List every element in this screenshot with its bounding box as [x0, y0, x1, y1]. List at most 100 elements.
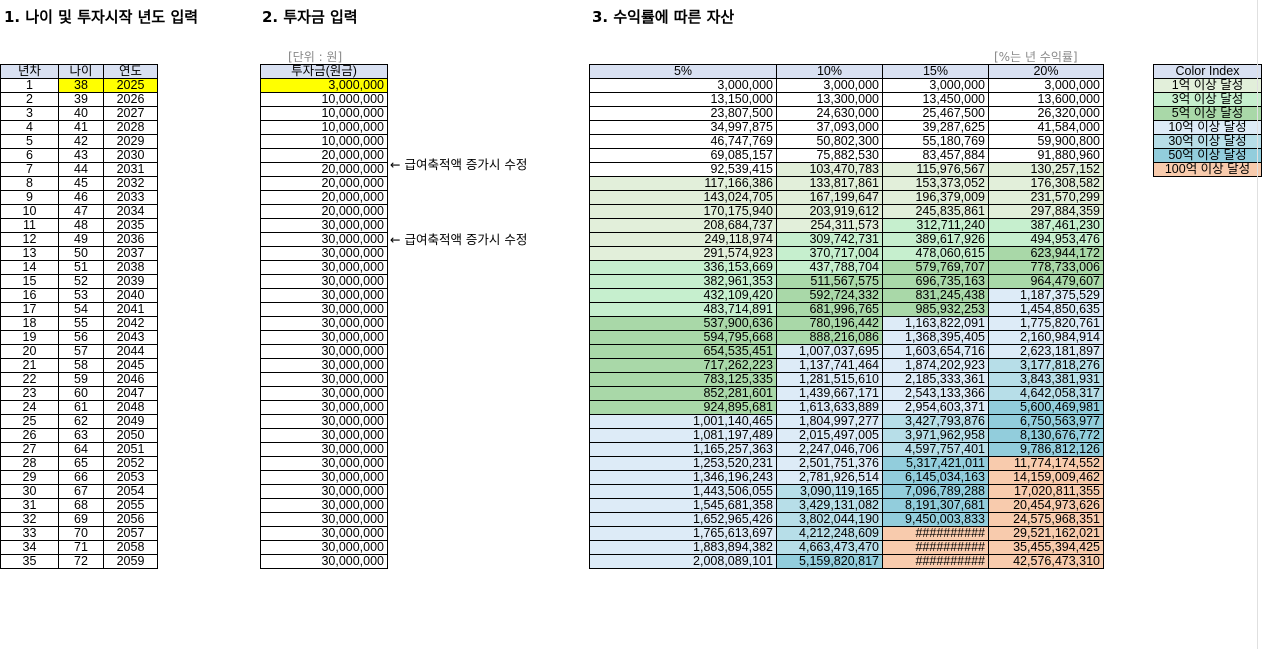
age-table-cell[interactable]: 56 [58, 330, 104, 345]
asset-cell[interactable]: 831,245,438 [882, 288, 989, 303]
age-table-cell[interactable]: 2038 [103, 260, 158, 275]
age-table-cell[interactable]: 40 [58, 106, 104, 121]
investment-cell[interactable]: 30,000,000 [260, 372, 388, 387]
investment-cell[interactable]: 10,000,000 [260, 134, 388, 149]
investment-cell[interactable]: 10,000,000 [260, 106, 388, 121]
asset-cell[interactable]: 2,781,926,514 [776, 470, 883, 485]
asset-cell[interactable]: 483,714,891 [589, 302, 777, 317]
age-table-cell[interactable]: 29 [0, 470, 59, 485]
age-table-cell[interactable]: 46 [58, 190, 104, 205]
age-table-cell[interactable]: 2043 [103, 330, 158, 345]
investment-cell[interactable]: 30,000,000 [260, 414, 388, 429]
investment-cell[interactable]: 30,000,000 [260, 428, 388, 443]
age-table-cell[interactable]: 50 [58, 246, 104, 261]
age-table-cell[interactable]: 2029 [103, 134, 158, 149]
age-table-cell[interactable]: 60 [58, 386, 104, 401]
age-table-cell[interactable]: 28 [0, 456, 59, 471]
investment-cell[interactable]: 30,000,000 [260, 386, 388, 401]
age-table-cell[interactable]: 2031 [103, 162, 158, 177]
asset-cell[interactable]: 437,788,704 [776, 260, 883, 275]
asset-cell[interactable]: 696,735,163 [882, 274, 989, 289]
investment-cell[interactable]: 30,000,000 [260, 330, 388, 345]
age-table-cell[interactable]: 35 [0, 554, 59, 569]
age-table-cell[interactable]: 55 [58, 316, 104, 331]
asset-cell[interactable]: 2,954,603,371 [882, 400, 989, 415]
investment-cell[interactable]: 20,000,000 [260, 176, 388, 191]
age-table-cell[interactable]: 2051 [103, 442, 158, 457]
asset-cell[interactable]: 1,545,681,358 [589, 498, 777, 513]
asset-cell[interactable]: 5,317,421,011 [882, 456, 989, 471]
age-table-cell[interactable]: 32 [0, 512, 59, 527]
age-table-cell[interactable]: 24 [0, 400, 59, 415]
age-table-cell[interactable]: 53 [58, 288, 104, 303]
age-table-cell[interactable]: 54 [58, 302, 104, 317]
age-table-cell[interactable]: 2027 [103, 106, 158, 121]
age-table-cell[interactable]: 17 [0, 302, 59, 317]
asset-cell[interactable]: 336,153,669 [589, 260, 777, 275]
asset-cell[interactable]: 176,308,582 [988, 176, 1104, 191]
age-table-cell[interactable]: 16 [0, 288, 59, 303]
asset-cell[interactable]: 170,175,940 [589, 204, 777, 219]
age-table-cell[interactable]: 10 [0, 204, 59, 219]
age-table-cell[interactable]: 20 [0, 344, 59, 359]
age-table-cell[interactable]: 2041 [103, 302, 158, 317]
investment-cell[interactable]: 30,000,000 [260, 218, 388, 233]
asset-cell[interactable]: 75,882,530 [776, 148, 883, 163]
investment-cell[interactable]: 10,000,000 [260, 120, 388, 135]
asset-cell[interactable]: 13,300,000 [776, 92, 883, 107]
asset-cell[interactable]: 130,257,152 [988, 162, 1104, 177]
investment-cell[interactable]: 10,000,000 [260, 92, 388, 107]
investment-cell[interactable]: 30,000,000 [260, 246, 388, 261]
asset-cell[interactable]: 37,093,000 [776, 120, 883, 135]
age-table-cell[interactable]: 2025 [103, 78, 158, 93]
age-table-cell[interactable]: 2050 [103, 428, 158, 443]
asset-cell[interactable]: 2,008,089,101 [589, 554, 777, 569]
asset-cell[interactable]: 3,000,000 [589, 78, 777, 93]
age-table-cell[interactable]: 38 [58, 78, 104, 93]
asset-cell[interactable]: 6,750,563,977 [988, 414, 1104, 429]
asset-cell[interactable]: 1,253,520,231 [589, 456, 777, 471]
age-table-cell[interactable]: 42 [58, 134, 104, 149]
age-table-cell[interactable]: 62 [58, 414, 104, 429]
age-table-cell[interactable]: 2040 [103, 288, 158, 303]
asset-cell[interactable]: 39,287,625 [882, 120, 989, 135]
asset-cell[interactable]: 2,185,333,361 [882, 372, 989, 387]
age-table-cell[interactable]: 39 [58, 92, 104, 107]
age-table-cell[interactable]: 4 [0, 120, 59, 135]
asset-cell[interactable]: 1,281,515,610 [776, 372, 883, 387]
asset-cell[interactable]: 20,454,973,626 [988, 498, 1104, 513]
asset-cell[interactable]: 23,807,500 [589, 106, 777, 121]
age-table-cell[interactable]: 19 [0, 330, 59, 345]
age-table-cell[interactable]: 2 [0, 92, 59, 107]
investment-cell[interactable]: 20,000,000 [260, 162, 388, 177]
age-table-cell[interactable]: 2030 [103, 148, 158, 163]
age-table-cell[interactable]: 2054 [103, 484, 158, 499]
asset-cell[interactable]: 1,346,196,243 [589, 470, 777, 485]
asset-cell[interactable]: 9,450,003,833 [882, 512, 989, 527]
age-table-cell[interactable]: 47 [58, 204, 104, 219]
asset-cell[interactable]: 1,804,997,277 [776, 414, 883, 429]
age-table-cell[interactable]: 2034 [103, 204, 158, 219]
asset-cell[interactable]: 35,455,394,425 [988, 540, 1104, 555]
asset-cell[interactable]: 3,971,962,958 [882, 428, 989, 443]
age-table-cell[interactable]: 2036 [103, 232, 158, 247]
asset-cell[interactable]: 1,775,820,761 [988, 316, 1104, 331]
asset-cell[interactable]: 985,932,253 [882, 302, 989, 317]
age-table-cell[interactable]: 57 [58, 344, 104, 359]
age-table-cell[interactable]: 43 [58, 148, 104, 163]
asset-cell[interactable]: 1,883,894,382 [589, 540, 777, 555]
asset-cell[interactable]: 432,109,420 [589, 288, 777, 303]
asset-cell[interactable]: 387,461,230 [988, 218, 1104, 233]
asset-cell[interactable]: 382,961,353 [589, 274, 777, 289]
age-table-cell[interactable]: 59 [58, 372, 104, 387]
asset-cell[interactable]: 3,843,381,931 [988, 372, 1104, 387]
asset-cell[interactable]: 1,137,741,464 [776, 358, 883, 373]
age-table-cell[interactable]: 65 [58, 456, 104, 471]
age-table-cell[interactable]: 14 [0, 260, 59, 275]
asset-cell[interactable]: 208,684,737 [589, 218, 777, 233]
asset-cell[interactable]: 297,884,359 [988, 204, 1104, 219]
asset-cell[interactable]: 143,024,705 [589, 190, 777, 205]
asset-cell[interactable]: 681,996,765 [776, 302, 883, 317]
age-table-cell[interactable]: 25 [0, 414, 59, 429]
asset-cell[interactable]: 6,145,034,163 [882, 470, 989, 485]
